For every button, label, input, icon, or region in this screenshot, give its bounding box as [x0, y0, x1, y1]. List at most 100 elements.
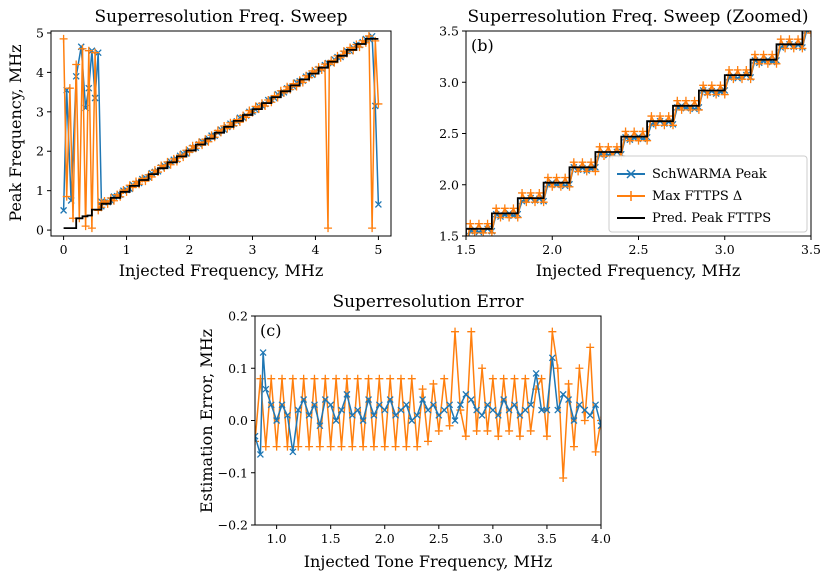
series-fttps-marker: [348, 442, 357, 451]
panel-c-ylabel: Estimation Error, MHz: [197, 329, 216, 513]
series-fttps-marker: [597, 416, 601, 425]
series-fttps-marker: [364, 374, 373, 383]
series-fttps-marker: [669, 121, 677, 130]
series-schwarma-marker: [586, 411, 594, 419]
series-fttps-marker: [531, 198, 539, 207]
series-fttps-marker: [772, 59, 781, 68]
panel-a-xlabel: Injected Frequency, MHz: [119, 261, 324, 280]
series-schwarma-marker: [446, 401, 454, 409]
series-fttps-marker: [681, 96, 690, 105]
series-fttps-marker: [656, 112, 665, 121]
series-schwarma-marker: [255, 432, 259, 440]
panel-b-ytick-label: 2.5: [439, 126, 459, 141]
legend-label-schwarma: SchWARMA Peak: [652, 167, 767, 182]
series-schwarma-marker: [402, 401, 410, 409]
series-fttps-marker: [716, 81, 725, 90]
series-fttps-marker: [407, 374, 416, 383]
series-schwarma-marker: [554, 406, 562, 414]
series-fttps-marker: [483, 219, 492, 228]
series-fttps-marker: [526, 426, 535, 435]
series-schwarma-marker: [283, 411, 291, 419]
panel-a-xtick-label: 1: [123, 242, 131, 257]
series-fttps-marker: [763, 59, 772, 68]
series-fttps-marker: [537, 374, 546, 383]
series-fttps-marker: [496, 213, 505, 222]
series-schwarma-marker: [548, 354, 556, 362]
legend-box: [608, 155, 808, 233]
series-schwarma-marker: [321, 396, 329, 404]
series-fttps-marker: [283, 442, 292, 451]
series-fttps-marker: [725, 65, 734, 74]
panel-c: Superresolution Error 1.0 1.5 2.0 2.5 3.0 3.5…: [197, 292, 611, 571]
series-fttps-marker: [586, 343, 595, 352]
series-fttps-marker: [673, 96, 682, 105]
series-fttps-marker: [315, 442, 324, 451]
series-schwarma-marker: [91, 94, 99, 102]
series-pred-step: [466, 31, 804, 236]
series-fttps-marker: [440, 374, 449, 383]
series-fttps-marker: [621, 127, 630, 136]
series-fttps-marker: [500, 204, 509, 213]
series-fttps-marker: [604, 142, 613, 151]
series-fttps-marker: [424, 437, 432, 446]
series-fttps-marker: [434, 426, 443, 435]
series-schwarma-marker: [691, 105, 699, 113]
series-fttps-marker: [785, 35, 794, 44]
series-schwarma-marker: [527, 401, 535, 409]
series-fttps-marker: [660, 121, 669, 130]
series-schwarma-marker: [575, 401, 583, 409]
series-schwarma-marker: [429, 401, 437, 409]
series-fttps-marker: [569, 442, 578, 451]
panel-c-ytick-label: −0.2: [218, 518, 248, 533]
series-fttps-marker: [509, 204, 518, 213]
panel-a: Superresolution Freq. Sweep 0 1 2 3 4 5 0 1 2 3 4 5…: [6, 7, 392, 280]
series-fttps-marker: [492, 204, 501, 213]
series-fttps-marker: [369, 442, 378, 451]
series-schwarma-marker: [311, 401, 318, 409]
series-fttps-marker: [595, 142, 604, 151]
series-schwarma-marker: [565, 396, 573, 404]
panel-c-xtick-label: 2.5: [429, 531, 449, 546]
series-fttps-marker: [565, 182, 574, 191]
series-fttps-marker: [91, 48, 100, 57]
panel-c-ytick-label: 0.2: [228, 309, 248, 324]
panel-b-label: (b): [471, 36, 494, 55]
series-fttps-marker: [337, 442, 346, 451]
series-schwarma-marker: [532, 370, 540, 377]
legend-marker-plus: [626, 191, 636, 201]
series-schwarma-marker: [812, 28, 818, 34]
series-fttps-marker: [255, 437, 259, 446]
series-fttps-marker: [84, 46, 93, 55]
panel-a-title: Superresolution Freq. Sweep: [95, 7, 348, 27]
series-fttps-marker: [630, 127, 639, 136]
series-fttps-marker: [556, 182, 565, 191]
panel-a-xtick-label: 3: [249, 242, 257, 257]
series-fttps-marker: [513, 213, 522, 222]
legend-label-pred: Pred. Peak FTTPS: [652, 211, 771, 226]
series-schwarma-marker: [386, 396, 394, 404]
series-fttps-marker: [591, 167, 600, 176]
panel-b-xtick-label: 3.5: [801, 242, 821, 257]
series-fttps-marker: [720, 90, 729, 99]
series-fttps-marker: [445, 421, 454, 430]
series-schwarma-marker: [511, 401, 518, 409]
series-fttps-marker: [292, 82, 301, 91]
series-fttps-marker: [750, 50, 759, 59]
panel-b-title: Superresolution Freq. Sweep (Zoomed): [468, 7, 809, 27]
panel-a-ytick-label: 2: [36, 144, 44, 159]
series-fttps-marker: [418, 385, 427, 394]
panel-a-xtick-label: 5: [374, 242, 382, 257]
series-fttps-marker: [794, 35, 803, 44]
series-schwarma-marker: [817, 27, 823, 33]
series-fttps-marker: [472, 426, 481, 435]
series-fttps-marker: [461, 432, 470, 441]
panel-c-ytick-label: 0.1: [228, 361, 248, 376]
legend-entry-pred: Pred. Peak FTTPS: [617, 211, 771, 226]
series-fttps-marker: [510, 374, 519, 383]
series-fttps-marker: [768, 50, 777, 59]
series-fttps-marker: [643, 136, 652, 145]
series-fttps-marker: [62, 192, 71, 201]
series-fttps-marker: [625, 136, 634, 145]
panel-a-ytick-label: 1: [36, 183, 44, 198]
series-schwarma-marker: [419, 396, 427, 404]
